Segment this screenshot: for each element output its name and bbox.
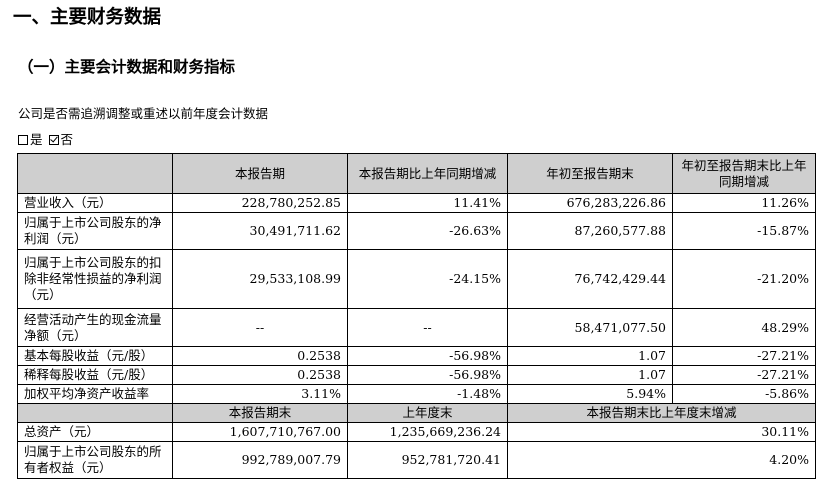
table-cell: 76,742,429.44 xyxy=(507,249,673,309)
yes-checkbox-icon[interactable] xyxy=(18,135,28,145)
table-cell: 29,533,108.99 xyxy=(172,249,348,309)
restatement-question: 公司是否需追溯调整或重述以前年度会计数据 xyxy=(18,106,269,121)
table-cell: -1.48% xyxy=(347,384,508,404)
row-label: 总资产（元） xyxy=(17,422,173,442)
row-label: 经营活动产生的现金流量净额（元） xyxy=(17,308,173,347)
row-label: 营业收入（元） xyxy=(17,193,173,213)
row-label: 归属于上市公司股东的所有者权益（元） xyxy=(17,441,173,479)
table-cell: -27.21% xyxy=(672,365,816,385)
table-cell: 30,491,711.62 xyxy=(172,212,348,250)
header-current-period: 本报告期 xyxy=(172,153,348,194)
table-row: 归属于上市公司股东的所有者权益（元） 992,789,007.79 952,78… xyxy=(17,441,816,479)
header-ytd-yoy: 年初至报告期末比上年同期增减 xyxy=(672,153,816,194)
table-cell: -21.20% xyxy=(672,249,816,309)
subheader-prior-year-end: 上年度末 xyxy=(347,403,508,423)
table-cell: -- xyxy=(347,308,508,347)
yes-label: 是 xyxy=(30,132,43,147)
table-cell: -5.86% xyxy=(672,384,816,404)
table-cell: -- xyxy=(172,308,348,347)
table-subheader-row: 本报告期末 上年度末 本报告期末比上年度末增减 xyxy=(17,403,816,423)
table-cell: 87,260,577.88 xyxy=(507,212,673,250)
subheader-blank-cell xyxy=(17,403,173,423)
table-row: 稀释每股收益（元/股） 0.2538 -56.98% 1.07 -27.21% xyxy=(17,365,816,385)
table-header-row: 本报告期 本报告期比上年同期增减 年初至报告期末 年初至报告期末比上年同期增减 xyxy=(17,153,816,194)
row-label: 稀释每股收益（元/股） xyxy=(17,365,173,385)
table-cell: 30.11% xyxy=(507,422,816,442)
table-cell: -24.15% xyxy=(347,249,508,309)
row-label: 加权平均净资产收益率 xyxy=(17,384,173,404)
table-cell: 0.2538 xyxy=(172,365,348,385)
header-ytd: 年初至报告期末 xyxy=(507,153,673,194)
table-cell: 1,235,669,236.24 xyxy=(347,422,508,442)
table-row: 营业收入（元） 228,780,252.85 11.41% 676,283,22… xyxy=(17,193,816,213)
table-cell: 5.94% xyxy=(507,384,673,404)
table-row: 加权平均净资产收益率 3.11% -1.48% 5.94% -5.86% xyxy=(17,384,816,404)
table-row: 基本每股收益（元/股） 0.2538 -56.98% 1.07 -27.21% xyxy=(17,346,816,366)
table-row: 总资产（元） 1,607,710,767.00 1,235,669,236.24… xyxy=(17,422,816,442)
table-cell: -27.21% xyxy=(672,346,816,366)
section-heading: 一、主要财务数据 xyxy=(13,7,162,28)
table-cell: 0.2538 xyxy=(172,346,348,366)
financial-data-table: 本报告期 本报告期比上年同期增减 年初至报告期末 年初至报告期末比上年同期增减 … xyxy=(17,153,816,479)
table-cell: -15.87% xyxy=(672,212,816,250)
table-cell: 3.11% xyxy=(172,384,348,404)
table-cell: 11.26% xyxy=(672,193,816,213)
header-blank-cell xyxy=(17,153,173,194)
table-cell: 952,781,720.41 xyxy=(347,441,508,479)
table-cell: -56.98% xyxy=(347,365,508,385)
table-cell: 992,789,007.79 xyxy=(172,441,348,479)
row-label: 归属于上市公司股东的扣除非经常性损益的净利润（元） xyxy=(17,249,173,309)
table-cell: -56.98% xyxy=(347,346,508,366)
no-checkbox-checked-icon[interactable] xyxy=(48,135,59,145)
table-cell: 48.29% xyxy=(672,308,816,347)
table-cell: 676,283,226.86 xyxy=(507,193,673,213)
table-row: 归属于上市公司股东的净利润（元） 30,491,711.62 -26.63% 8… xyxy=(17,212,816,250)
table-cell: 228,780,252.85 xyxy=(172,193,348,213)
restatement-choice: 是否 xyxy=(18,129,73,148)
table-cell: 11.41% xyxy=(347,193,508,213)
no-label: 否 xyxy=(60,132,74,147)
table-row: 经营活动产生的现金流量净额（元） -- -- 58,471,077.50 48.… xyxy=(17,308,816,347)
table-cell: 1,607,710,767.00 xyxy=(172,422,348,442)
subheader-change: 本报告期末比上年度末增减 xyxy=(507,403,816,423)
table-cell: 1.07 xyxy=(507,365,673,385)
table-cell: 4.20% xyxy=(507,441,816,479)
table-row: 归属于上市公司股东的扣除非经常性损益的净利润（元） 29,533,108.99 … xyxy=(17,249,816,309)
table-cell: -26.63% xyxy=(347,212,508,250)
subheader-period-end: 本报告期末 xyxy=(172,403,348,423)
row-label: 基本每股收益（元/股） xyxy=(17,346,173,366)
table-cell: 58,471,077.50 xyxy=(507,308,673,347)
header-current-period-yoy: 本报告期比上年同期增减 xyxy=(347,153,508,194)
table-cell: 1.07 xyxy=(507,346,673,366)
row-label: 归属于上市公司股东的净利润（元） xyxy=(17,212,173,250)
subsection-heading: （一）主要会计数据和财务指标 xyxy=(18,57,236,76)
